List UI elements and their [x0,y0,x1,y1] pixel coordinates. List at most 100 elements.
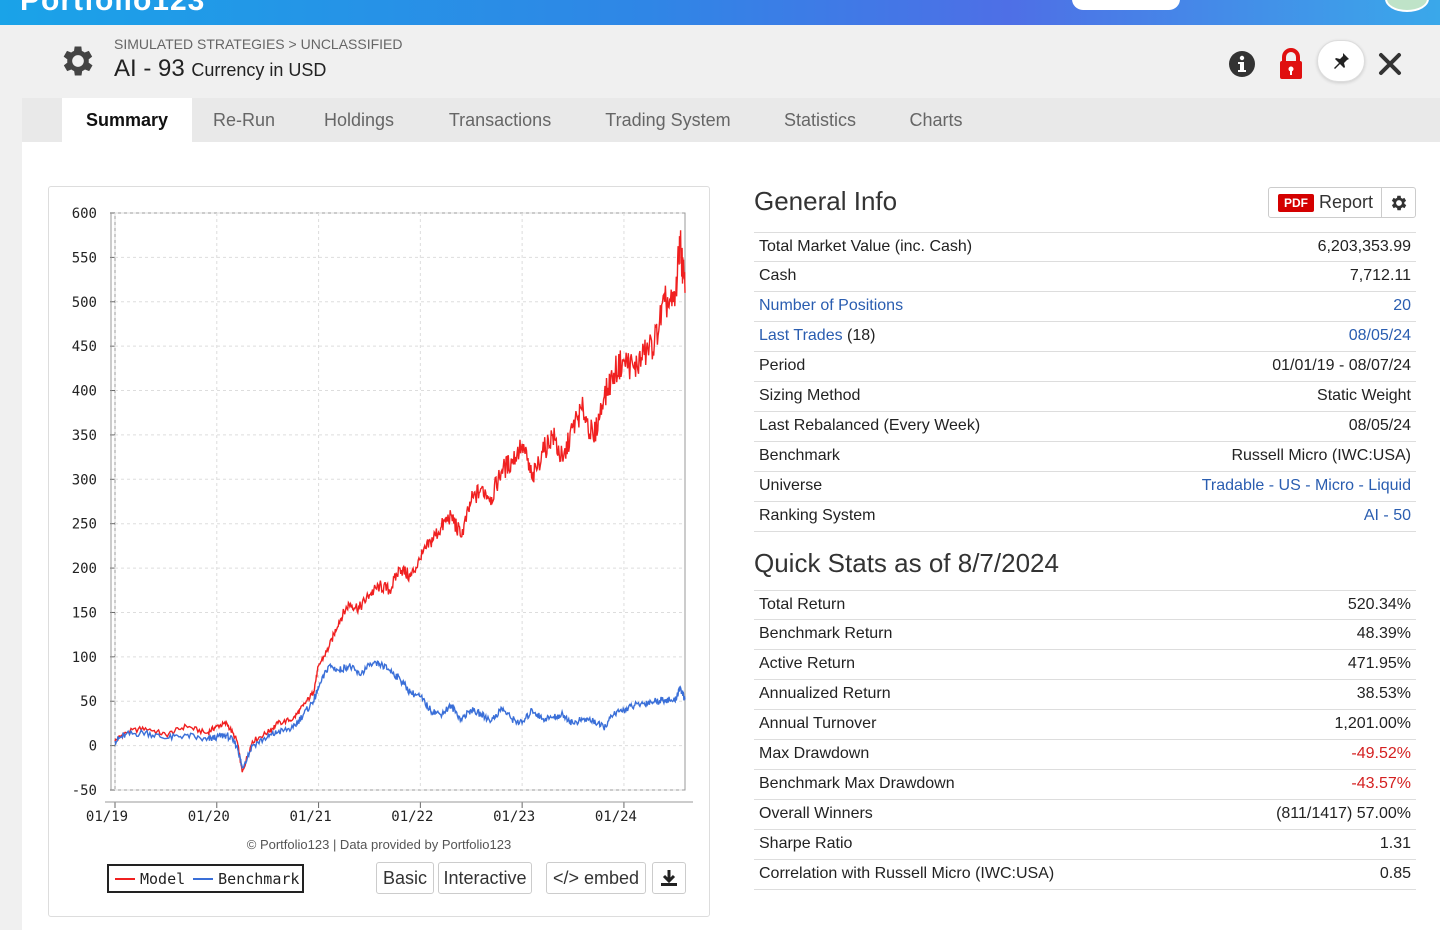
ranking-system-link[interactable]: AI - 50 [1363,507,1411,524]
y-tick-label: -50 [72,783,97,799]
row-value-negative: -49.52% [1351,745,1411,762]
row-value: Russell Micro (IWC:USA) [1231,447,1411,464]
row-value: 1.31 [1379,835,1411,852]
tab-statistics[interactable]: Statistics [783,110,857,130]
pdf-icon: PDF [1278,193,1314,212]
strategy-name: AI - 93 [114,55,185,82]
y-tick-label: 350 [72,428,97,444]
row-value: 1,201.00% [1334,715,1411,732]
x-tick-label: 01/19 [86,809,128,825]
lock-icon[interactable] [1267,43,1315,85]
info-icon[interactable] [1218,43,1266,85]
x-tick-label: 01/22 [391,809,433,825]
y-tick-label: 250 [72,517,97,533]
tab-summary[interactable]: Summary [62,98,192,142]
report-divider [1381,188,1382,217]
row-label: Benchmark Return [759,625,893,642]
tab-trading-system[interactable]: Trading System [605,110,731,130]
table-row: Cash 7,712.11 [754,262,1416,292]
table-row: Last Rebalanced (Every Week) 08/05/24 [754,412,1416,442]
table-row: Annualized Return 38.53% [754,680,1416,710]
interactive-button[interactable]: Interactive [438,862,532,894]
x-tick-label: 01/24 [595,809,637,825]
tab-transactions[interactable]: Transactions [448,110,552,130]
row-value: Static Weight [1317,387,1411,404]
universe-link[interactable]: Tradable - US - Micro - Liquid [1201,477,1411,494]
y-tick-label: 200 [72,561,97,577]
table-row: Max Drawdown -49.52% [754,740,1416,770]
tab-holdings[interactable]: Holdings [323,110,395,130]
y-tick-label: 50 [80,694,97,710]
content-area: 600 550 500 450 400 350 300 250 200 150 100 50 0 -50 0… [22,142,1440,930]
performance-chart[interactable]: 600550500450400350300250200150100500-500… [49,187,711,837]
legend-benchmark: Benchmark [218,869,300,888]
table-row: Universe Tradable - US - Micro - Liquid [754,472,1416,502]
y-tick-label: 500 [72,295,97,311]
y-tick-label: 600 [72,206,97,222]
left-strip [0,25,22,930]
report-button[interactable]: PDF Report [1268,187,1416,218]
row-label: Benchmark [759,447,840,464]
row-value: 08/05/24 [1348,417,1411,434]
y-tick-label: 450 [72,339,97,355]
row-label: Ranking System [759,507,876,524]
last-trades-link[interactable]: Last Trades [759,327,843,344]
row-label: Correlation with Russell Micro (IWC:USA) [759,865,1055,882]
basic-button[interactable]: Basic [376,862,434,894]
chart-copyright: © Portfolio123 | Data provided by Portfo… [246,837,512,852]
quick-stats-table: Total Return 520.34% Benchmark Return 48.3… [754,590,1416,890]
settings-gear-icon[interactable] [58,41,98,81]
table-row: Benchmark Russell Micro (IWC:USA) [754,442,1416,472]
download-button[interactable] [652,862,686,894]
tab-rerun[interactable]: Re-Run [212,110,276,130]
row-value: 471.95% [1347,655,1411,672]
table-row: Annual Turnover 1,201.00% [754,710,1416,740]
positions-count-link[interactable]: 20 [1393,297,1411,314]
breadcrumb: SIMULATED STRATEGIES > UNCLASSIFIED [114,36,403,52]
legend-model: Model [140,869,186,888]
tab-bar: Summary Re-Run Holdings Transactions Tra… [22,98,1440,142]
y-tick-label: 0 [89,739,97,755]
last-trades-date-link[interactable]: 08/05/24 [1348,327,1411,344]
table-row: Sizing Method Static Weight [754,382,1416,412]
model-swatch [115,877,135,880]
row-label: Annualized Return [759,685,891,702]
brand-logo[interactable]: Portfolio123 [20,0,206,17]
row-value-negative: -43.57% [1351,775,1411,792]
x-tick-label: 01/23 [493,809,535,825]
last-trades-count: (18) [842,327,876,344]
search-pill[interactable] [1072,0,1180,10]
row-label: Sizing Method [759,387,861,404]
table-row: Last Trades (18) 08/05/24 [754,322,1416,352]
avatar[interactable] [1385,0,1429,12]
y-tick-label: 550 [72,250,97,266]
table-row: Number of Positions 20 [754,292,1416,322]
download-icon [661,870,677,886]
row-value: 48.39% [1356,625,1411,642]
top-nav-bar: Portfolio123 [0,0,1440,25]
report-label: Report [1319,192,1374,212]
row-value: (811/1417) 57.00% [1276,805,1411,822]
row-value: 38.53% [1356,685,1411,702]
y-tick-label: 400 [72,384,97,400]
y-tick-label: 300 [72,472,97,488]
x-tick-label: 01/21 [289,809,331,825]
general-info-table: Total Market Value (inc. Cash) 6,203,353.… [754,232,1416,532]
table-row: Total Market Value (inc. Cash) 6,203,353.… [754,232,1416,262]
table-row: Sharpe Ratio 1.31 [754,830,1416,860]
tab-charts[interactable]: Charts [909,110,963,130]
table-row: Total Return 520.34% [754,590,1416,620]
pin-button[interactable] [1317,40,1365,82]
row-label: Sharpe Ratio [759,835,853,852]
page-title: AI - 93 Currency in USD [114,55,326,83]
close-icon[interactable] [1366,43,1414,85]
breadcrumb-parent[interactable]: SIMULATED STRATEGIES [114,36,285,52]
breadcrumb-child[interactable]: UNCLASSIFIED [300,36,403,52]
row-label: Benchmark Max Drawdown [759,775,955,792]
table-row: Benchmark Max Drawdown -43.57% [754,770,1416,800]
number-of-positions-link[interactable]: Number of Positions [759,297,904,314]
embed-button[interactable]: </> embed [546,862,646,894]
report-settings-gear-icon[interactable] [1389,193,1409,213]
chart-legend[interactable]: Model Benchmark [107,864,304,893]
row-value: 520.34% [1347,596,1411,613]
